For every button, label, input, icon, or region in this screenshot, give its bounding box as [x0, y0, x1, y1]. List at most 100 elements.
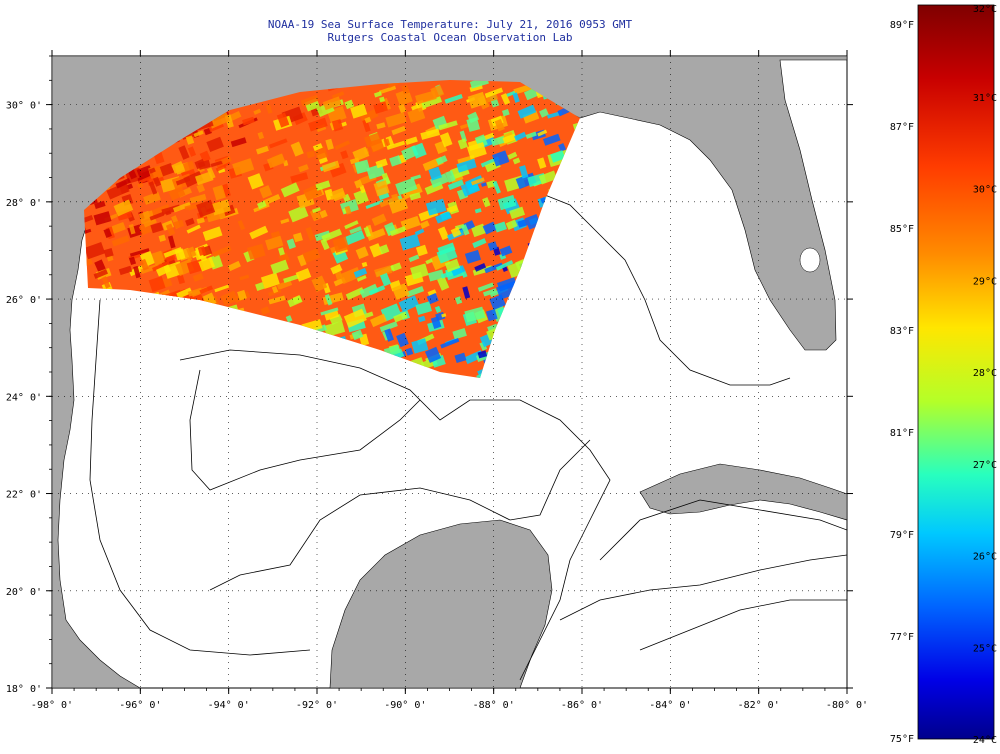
sst-pixel-blotch — [343, 230, 365, 246]
sst-pixel-blotch — [178, 145, 190, 160]
sst-pixel-blotch — [522, 110, 540, 124]
sst-pixel-blotch — [426, 292, 439, 305]
lon-tick-label: -80° 0' — [826, 700, 868, 711]
lon-tick-label: -88° 0' — [473, 700, 515, 711]
sst-pixel-blotch — [184, 202, 202, 211]
sst-pixel-blotch — [469, 80, 489, 89]
sst-pixel-blotch — [182, 160, 195, 172]
land-cuba — [639, 463, 847, 521]
sst-pixel-blotch — [206, 136, 224, 152]
sst-pixel-blotch — [379, 272, 392, 287]
sst-pixel-blotch — [247, 243, 266, 260]
sst-pixel-blotch — [506, 90, 516, 97]
lon-tick-label: -86° 0' — [561, 700, 603, 711]
sst-pixel-blotch — [393, 311, 408, 323]
sst-pixel-blotch — [312, 207, 321, 213]
sst-pixel-blotch — [298, 164, 309, 173]
sst-pixel-blotch — [517, 219, 528, 228]
sst-pixel-blotch — [480, 182, 487, 187]
sst-pixel-blotch — [193, 130, 204, 138]
lon-tick-label: -92° 0' — [296, 700, 338, 711]
land-masses — [52, 56, 847, 688]
sst-pixel-blotch — [84, 214, 94, 223]
sst-pixel-blotch — [187, 287, 203, 297]
sst-pixel-blotch — [514, 131, 527, 142]
sst-pixel-blotch — [364, 116, 372, 124]
sst-pixel-blotch — [265, 235, 284, 251]
sst-pixel-blotch — [466, 117, 481, 132]
sst-pixel-blotch — [400, 215, 421, 231]
sst-pixel-blotch — [484, 262, 504, 274]
sst-pixel-blotch — [232, 158, 255, 176]
sst-pixel-blotch — [502, 133, 517, 144]
sst-pixel-blotch — [366, 163, 386, 180]
sst-pixel-blotch — [359, 283, 379, 299]
sst-pixel-blotch — [115, 177, 131, 189]
sst-pixel-blotch — [492, 150, 510, 167]
sst-pixel-blotch — [118, 265, 133, 276]
contour-caribbean-12000 — [639, 599, 847, 651]
sst-pixel-blotch — [452, 328, 467, 340]
sst-pixel-blotch — [340, 150, 349, 160]
sst-pixel-blotch — [128, 223, 136, 235]
sst-pixel-blotch — [354, 159, 371, 174]
land-yucatan — [329, 519, 553, 688]
map-subtitle: Rutgers Coastal Ocean Observation Lab — [327, 31, 573, 44]
sst-pixel-blotch — [389, 226, 407, 237]
sst-pixel-blotch — [113, 199, 134, 217]
sst-pixel-blotch — [260, 306, 271, 316]
sst-pixel-blotch — [373, 180, 390, 197]
sst-pixel-blotch — [379, 321, 398, 333]
sst-pixel-blotch — [425, 198, 447, 216]
lon-tick-label: -82° 0' — [738, 700, 780, 711]
sst-pixel-blotch — [392, 283, 410, 300]
sst-pixel-blotch — [212, 185, 226, 201]
colorbar-celsius-label: 30°C — [973, 185, 997, 196]
colorbar-fahrenheit-label: 77°F — [890, 632, 914, 643]
sst-pixel-blotch — [439, 132, 453, 148]
sst-pixel-blotch — [288, 205, 309, 223]
sst-pixel-blotch — [410, 174, 422, 181]
sst-pixel-blotch — [444, 258, 461, 273]
sst-pixel-blotch — [444, 94, 463, 104]
sst-pixel-blotch — [414, 228, 425, 236]
lon-axis: -98° 0' -96° 0' -94° 0' -92° 0' -90° 0' -88° … — [31, 50, 868, 711]
sst-pixel-blotch — [194, 158, 206, 170]
sst-pixel-blotch — [183, 171, 204, 188]
sst-pixel-blotch — [351, 329, 364, 341]
sst-pixel-blotch — [173, 219, 185, 229]
sst-pixel-blotch — [369, 313, 388, 328]
sst-pixel-blotch — [537, 129, 548, 137]
sst-pixel-blotch — [457, 138, 468, 150]
sst-pixel-blotch — [353, 267, 368, 278]
sst-pixel-blotch — [198, 256, 216, 272]
sst-pixel-blotch — [137, 182, 144, 188]
sst-pixel-blotch — [383, 138, 391, 147]
sst-pixel-blotch — [187, 146, 197, 157]
sst-pixel-blotch — [407, 107, 426, 123]
sst-pixel-blotch — [196, 183, 206, 193]
sst-pixel-blotch — [375, 158, 388, 169]
sst-pixel-blotch — [517, 104, 537, 119]
sst-pixel-blotch — [398, 295, 420, 313]
colorbar-celsius-label: 29°C — [973, 276, 997, 287]
sst-pixel-blotch — [420, 128, 440, 140]
sst-pixel-blotch — [237, 220, 246, 231]
sst-pixel-blotch — [388, 197, 409, 214]
sst-pixel-blotch — [474, 263, 487, 272]
sst-pixel-blotch — [373, 91, 382, 98]
colorbar — [917, 4, 995, 740]
sst-pixel-blotch — [129, 248, 150, 257]
sst-pixel-blotch — [505, 219, 518, 230]
sst-pixel-blotch — [500, 93, 511, 105]
sst-pixel-blotch — [538, 170, 558, 185]
sst-pixel-blotch — [186, 224, 201, 234]
sst-pixel-blotch — [385, 135, 395, 147]
sst-pixel-blotch — [494, 221, 507, 233]
sst-pixel-blotch — [356, 275, 367, 282]
sst-pixel-blotch — [202, 226, 223, 242]
sst-pixel-blotch — [430, 316, 442, 329]
sst-pixel-blotch — [396, 332, 409, 348]
sst-pixel-blotch — [138, 175, 152, 184]
sst-pixel-blotch — [175, 176, 191, 186]
